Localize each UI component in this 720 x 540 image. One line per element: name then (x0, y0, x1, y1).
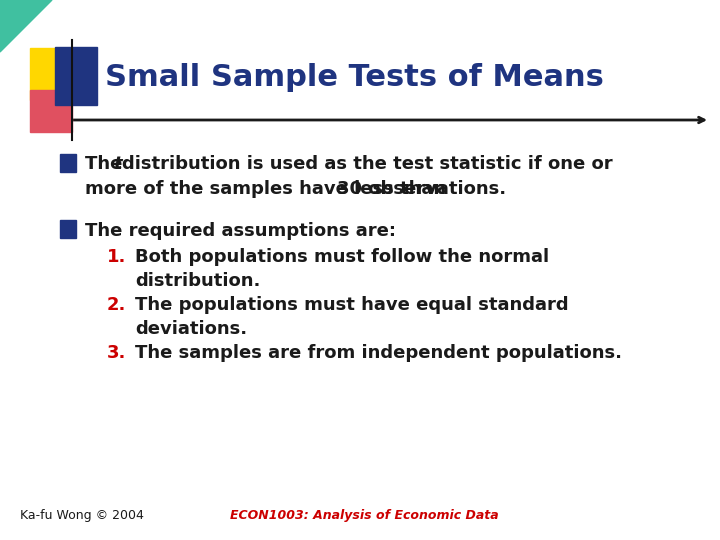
Text: The: The (85, 155, 129, 173)
Text: 2.: 2. (107, 296, 127, 314)
Text: distribution is used as the test statistic if one or: distribution is used as the test statist… (122, 155, 613, 173)
Text: 1.: 1. (107, 248, 127, 266)
Bar (60, 220, 76, 238)
Text: The required assumptions are:: The required assumptions are: (85, 222, 396, 240)
Text: Both populations must follow the normal: Both populations must follow the normal (135, 248, 549, 266)
Text: distribution.: distribution. (135, 272, 261, 290)
Bar (30, 48, 82, 100)
Text: Small Sample Tests of Means: Small Sample Tests of Means (105, 64, 604, 92)
Text: deviations.: deviations. (135, 320, 247, 338)
Text: 3.: 3. (107, 344, 127, 362)
Text: ECON1003: Analysis of Economic Data: ECON1003: Analysis of Economic Data (230, 509, 499, 522)
Text: Ka-fu Wong © 2004: Ka-fu Wong © 2004 (20, 509, 144, 522)
Bar (60, 154, 76, 172)
Text: The samples are from independent populations.: The samples are from independent populat… (135, 344, 622, 362)
Polygon shape (0, 0, 52, 52)
Text: The populations must have equal standard: The populations must have equal standard (135, 296, 569, 314)
Text: 30 observations.: 30 observations. (337, 180, 506, 198)
Bar (30, 90, 72, 132)
Text: t: t (113, 155, 122, 173)
Text: more of the samples have less than: more of the samples have less than (85, 180, 452, 198)
Bar (55, 47, 97, 105)
